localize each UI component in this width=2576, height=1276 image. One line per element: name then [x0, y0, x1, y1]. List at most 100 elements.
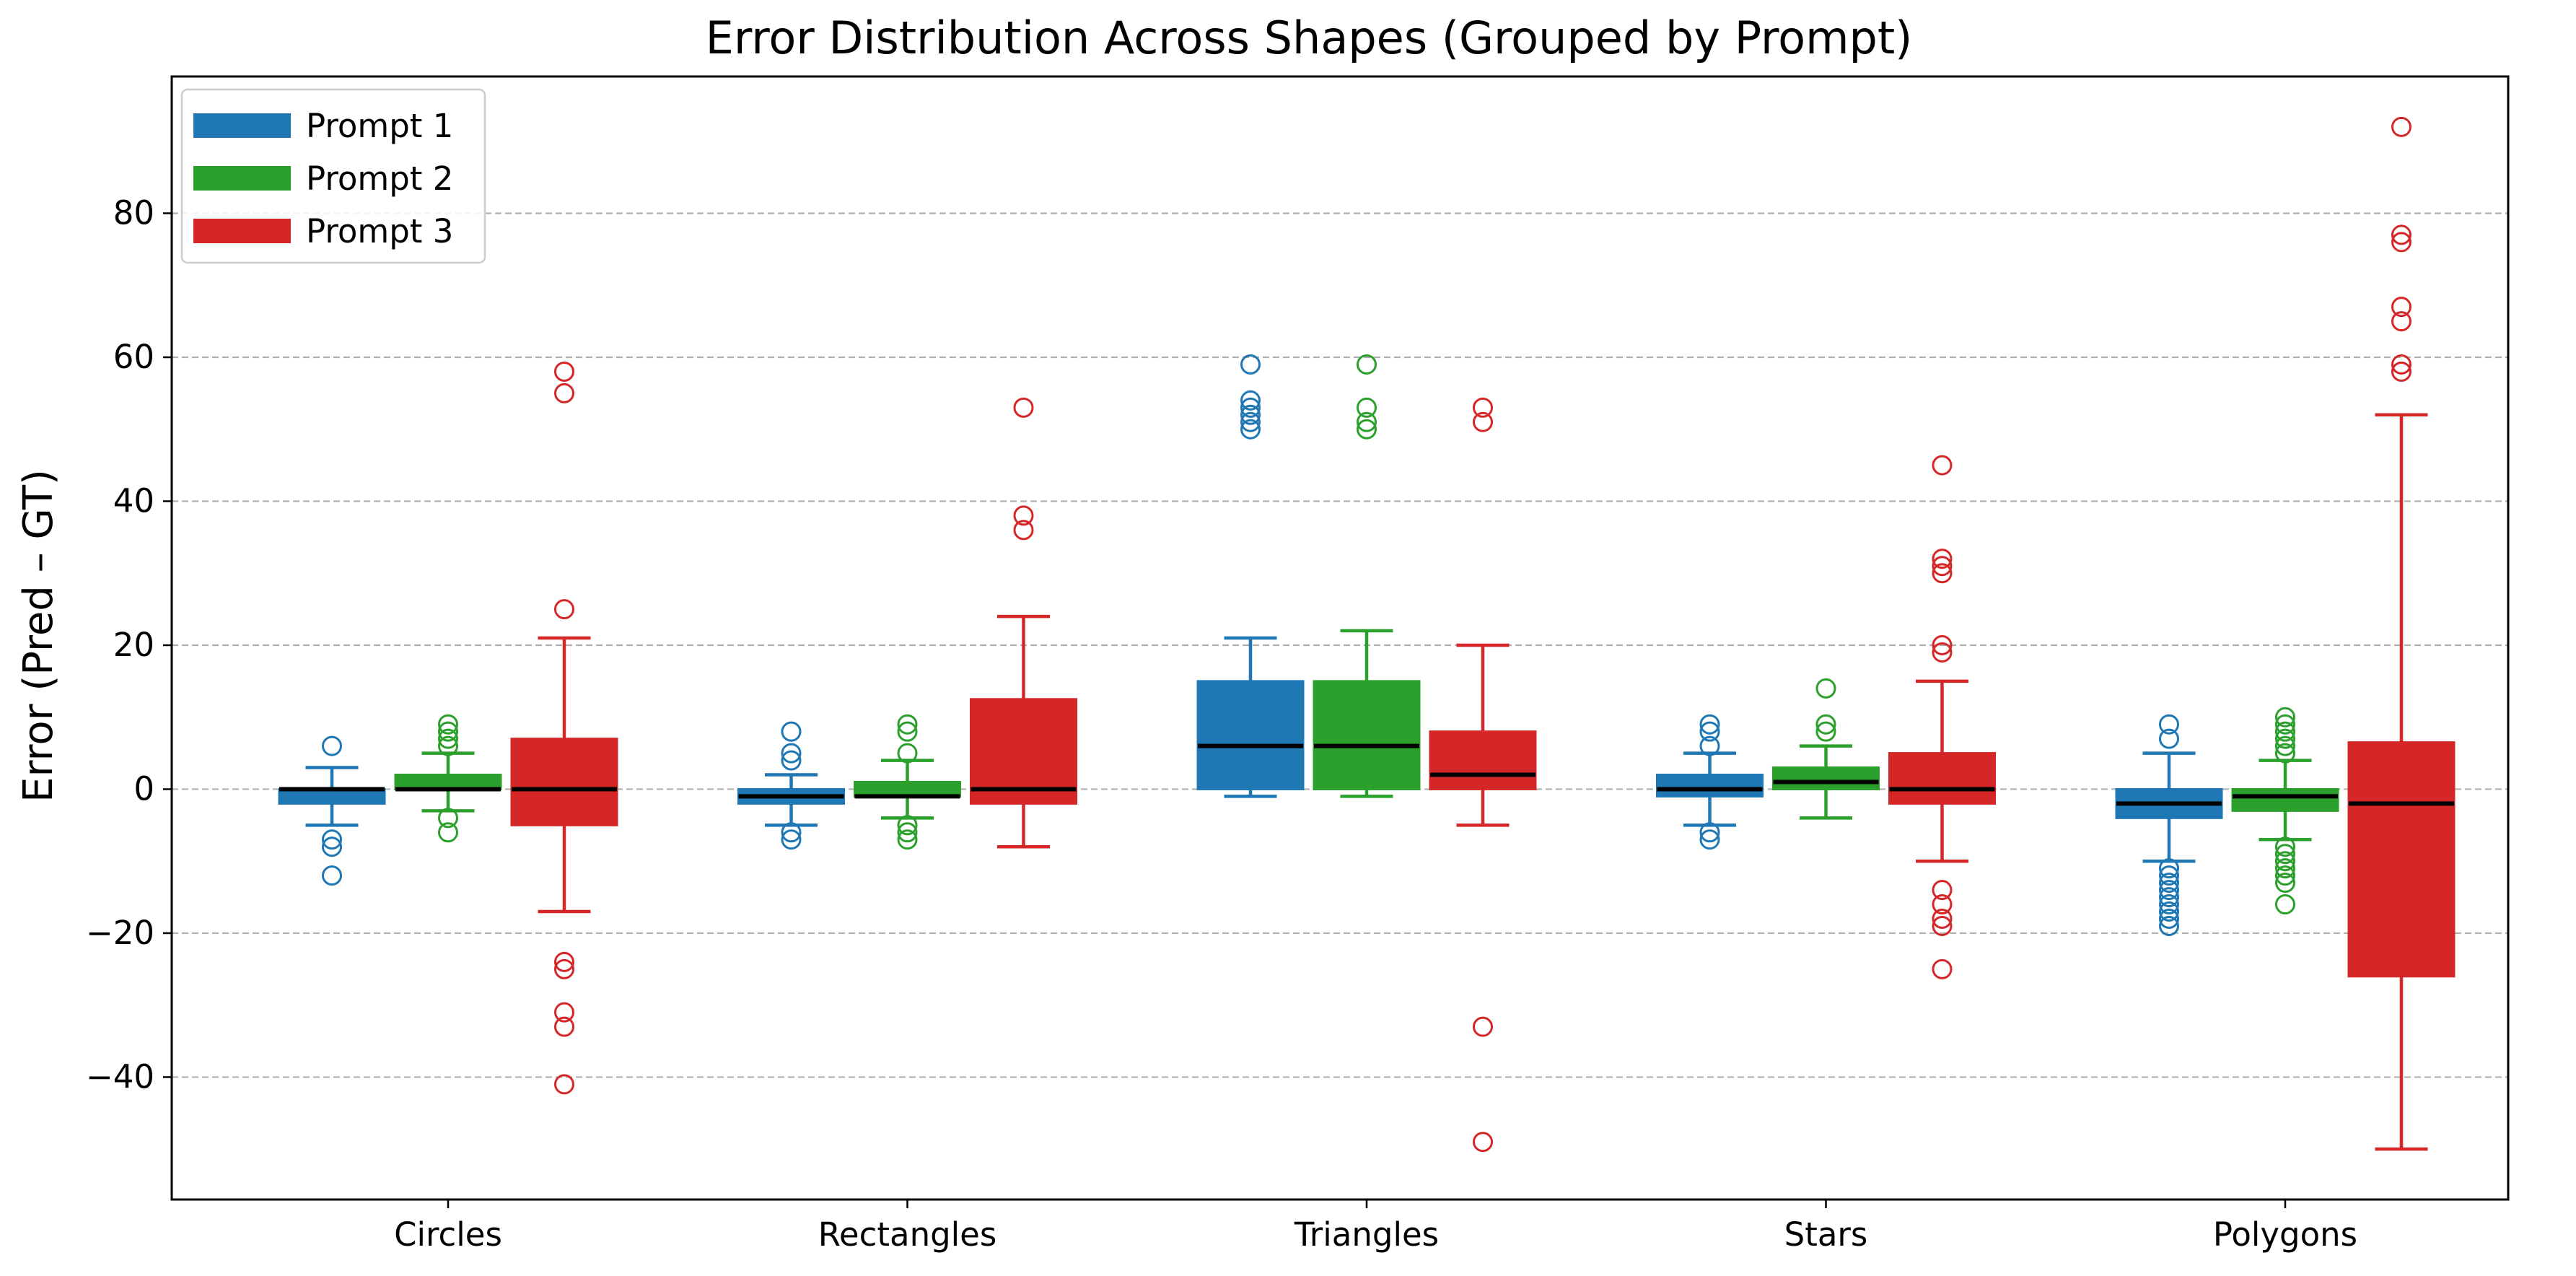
y-tick-label: 0 [133, 769, 154, 808]
outlier-point [2275, 858, 2295, 879]
outlier-point [2159, 887, 2179, 908]
outlier-point [554, 958, 574, 979]
outlier-point [1357, 397, 1377, 418]
outlier-point [1013, 520, 1034, 541]
outlier-point [2391, 116, 2411, 137]
box-3-3 [1429, 397, 1537, 1153]
outlier-point [1357, 411, 1377, 432]
outlier-point [2159, 901, 2179, 922]
iqr-box [1888, 752, 1996, 805]
outlier-point [438, 808, 458, 829]
legend-swatch [193, 166, 291, 191]
box-3-1 [510, 361, 618, 1095]
chart-title: Error Distribution Across Shapes (Groupe… [706, 12, 1913, 64]
outlier-point [1013, 505, 1034, 526]
iqr-box [2231, 787, 2339, 812]
outlier-point [1932, 894, 1953, 915]
outlier-point [1357, 354, 1377, 375]
box-1-4 [1656, 714, 1764, 850]
iqr-box [1313, 680, 1421, 790]
outlier-point [2275, 865, 2295, 886]
outlier-point [1699, 735, 1720, 756]
outlier-point [1240, 411, 1261, 432]
outlier-point [897, 714, 918, 735]
box-3-4 [1888, 455, 1996, 979]
outlier-point [2159, 880, 2179, 901]
outlier-point [781, 822, 802, 843]
outlier-point [2159, 858, 2179, 879]
outlier-point [1932, 634, 1953, 655]
outlier-point [1699, 829, 1720, 850]
iqr-box [510, 738, 618, 826]
outlier-point [1357, 419, 1377, 440]
outlier-point [2159, 714, 2179, 735]
legend-label: Prompt 2 [306, 160, 453, 198]
outlier-point [781, 743, 802, 764]
outlier-point [554, 1074, 574, 1095]
legend-label: Prompt 1 [306, 107, 453, 145]
outlier-point [438, 721, 458, 742]
tick-layer: −40 −20 0 20 40 60 80 Circles Rectangles Triangle… [86, 194, 2357, 1254]
outlier-point [897, 829, 918, 850]
outlier-point [2391, 361, 2411, 382]
outlier-point [781, 750, 802, 771]
outlier-point [1699, 721, 1720, 742]
outlier-point [322, 829, 342, 850]
box-1-3 [1196, 354, 1305, 798]
outlier-point [322, 865, 342, 886]
x-tick-label: Polygons [2213, 1215, 2357, 1254]
outlier-point [2275, 743, 2295, 764]
outlier-point [1473, 1016, 1493, 1037]
outlier-point [1815, 714, 1836, 735]
outlier-point [2275, 836, 2295, 857]
y-tick-label: −40 [86, 1057, 154, 1096]
box-1-2 [737, 721, 845, 850]
outlier-point [2159, 873, 2179, 893]
outlier-point [2391, 297, 2411, 318]
outlier-point [1815, 721, 1836, 742]
outlier-point [1932, 880, 1953, 901]
outlier-point [2275, 714, 2295, 735]
outlier-point [2159, 909, 2179, 929]
outlier-point [2391, 311, 2411, 332]
box-2-3 [1313, 354, 1421, 798]
outlier-point [897, 721, 918, 742]
outlier-point [438, 728, 458, 749]
x-tick-label: Triangles [1294, 1215, 1439, 1254]
outlier-point [1013, 397, 1034, 418]
outlier-point [2275, 851, 2295, 872]
outlier-point [1932, 549, 1953, 569]
outlier-point [2391, 224, 2411, 245]
outlier-point [1932, 642, 1953, 663]
outlier-point [554, 599, 574, 620]
iqr-box [1429, 730, 1537, 790]
box-layer [278, 116, 2455, 1153]
box-3-2 [970, 397, 1077, 849]
legend: Prompt 1 Prompt 2 Prompt 3 [180, 88, 486, 264]
outlier-point [2275, 844, 2295, 865]
outlier-point [1240, 419, 1261, 440]
outlier-point [554, 1002, 574, 1023]
outlier-point [438, 822, 458, 843]
outlier-point [1815, 678, 1836, 699]
outlier-point [554, 951, 574, 972]
outlier-point [1240, 404, 1261, 425]
outlier-point [1932, 915, 1953, 936]
plot-frame [170, 75, 2510, 1201]
outlier-point [554, 361, 574, 382]
iqr-box [1656, 774, 1764, 798]
outlier-point [2391, 232, 2411, 253]
box-1-1 [278, 735, 386, 886]
box-3-5 [2347, 116, 2455, 1151]
outlier-point [781, 721, 802, 742]
x-tick-label: Circles [394, 1215, 502, 1254]
x-tick-label: Stars [1784, 1215, 1868, 1254]
outlier-point [1932, 455, 1953, 476]
outlier-point [1932, 563, 1953, 584]
outlier-point [2159, 728, 2179, 749]
outlier-point [1699, 822, 1720, 843]
y-tick-label: 40 [113, 481, 154, 520]
outlier-point [2159, 894, 2179, 915]
outlier-point [554, 383, 574, 403]
x-tick-label: Rectangles [818, 1215, 997, 1254]
